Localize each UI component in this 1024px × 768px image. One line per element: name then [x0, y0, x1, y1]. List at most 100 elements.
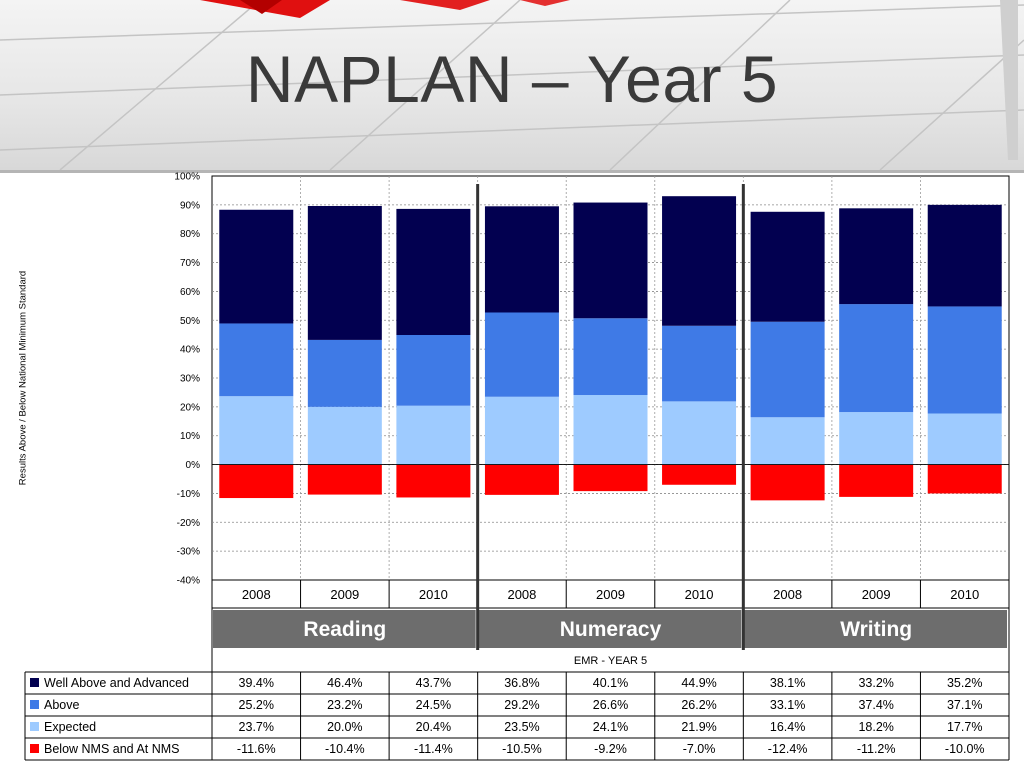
data-cell: 26.6% — [593, 698, 628, 712]
bar-segment — [484, 312, 559, 397]
y-tick-label: 80% — [180, 229, 200, 240]
bar-segment — [573, 202, 648, 319]
legend-swatch — [30, 678, 39, 687]
bar-segment — [662, 325, 737, 402]
y-tick-label: 90% — [180, 200, 200, 211]
data-cell: 35.2% — [947, 676, 982, 690]
x-tick-label: 2008 — [507, 587, 536, 602]
x-tick-label: 2010 — [419, 587, 448, 602]
data-cell: 44.9% — [681, 676, 716, 690]
x-tick-label: 2009 — [862, 587, 891, 602]
bar-segment — [396, 208, 471, 336]
data-cell: 18.2% — [858, 720, 893, 734]
bar-segment-negative — [484, 464, 559, 495]
data-cell: 16.4% — [770, 720, 805, 734]
legend-label: Above — [44, 698, 79, 712]
data-cell: -7.0% — [683, 742, 716, 756]
data-cell: -9.2% — [594, 742, 627, 756]
bar-segment-negative — [839, 464, 914, 497]
bar-segment — [927, 204, 1002, 307]
x-tick-label: 2010 — [950, 587, 979, 602]
data-cell: 23.7% — [239, 720, 274, 734]
bar-segment — [662, 401, 737, 465]
bar-segment — [307, 206, 382, 340]
bar-segment — [839, 412, 914, 465]
data-cell: 39.4% — [239, 676, 274, 690]
bar-segment-negative — [573, 464, 648, 492]
legend-swatch — [30, 722, 39, 731]
stacked-bar-chart: Results Above / Below National Minimum S… — [0, 170, 1024, 768]
bar-segment-negative — [662, 464, 737, 485]
group-band — [744, 610, 1007, 648]
data-cell: 26.2% — [681, 698, 716, 712]
data-cell: -12.4% — [768, 742, 808, 756]
data-cell: 33.2% — [858, 676, 893, 690]
x-tick-label: 2008 — [242, 587, 271, 602]
data-cell: 21.9% — [681, 720, 716, 734]
bar-segment — [396, 405, 471, 465]
page-title: NAPLAN – Year 5 — [245, 42, 779, 116]
bar-segment — [219, 209, 294, 324]
bar-segment — [307, 339, 382, 407]
y-tick-label: -20% — [177, 518, 200, 529]
data-cell: 29.2% — [504, 698, 539, 712]
data-cell: 20.4% — [416, 720, 451, 734]
bar-segment — [219, 396, 294, 465]
y-tick-label: 30% — [180, 374, 200, 385]
bar-segment — [484, 396, 559, 465]
bar-segment — [396, 335, 471, 406]
legend-swatch — [30, 700, 39, 709]
y-tick-label: 0% — [186, 460, 201, 471]
group-band — [478, 610, 742, 648]
data-cell: 46.4% — [327, 676, 362, 690]
legend-label: Well Above and Advanced — [44, 676, 189, 690]
data-cell: -11.2% — [857, 742, 896, 756]
x-tick-label: 2008 — [773, 587, 802, 602]
y-tick-label: 50% — [180, 316, 200, 327]
bar-segment — [927, 413, 1002, 465]
bar-segment-negative — [927, 464, 1002, 494]
table-title: EMR - YEAR 5 — [574, 655, 647, 667]
y-tick-label: 40% — [180, 345, 200, 356]
data-cell: 24.1% — [593, 720, 628, 734]
bar-segment — [927, 306, 1002, 414]
y-tick-label: -30% — [177, 547, 200, 558]
bar-segment — [839, 208, 914, 305]
x-tick-label: 2009 — [596, 587, 625, 602]
bar-segment — [750, 321, 825, 418]
data-cell: 38.1% — [770, 676, 805, 690]
group-band — [213, 610, 476, 648]
data-cell: 43.7% — [416, 676, 451, 690]
y-tick-label: 70% — [180, 258, 200, 269]
y-tick-label: -40% — [177, 576, 200, 587]
data-cell: 24.5% — [416, 698, 451, 712]
data-cell: 17.7% — [947, 720, 982, 734]
bar-segment — [573, 395, 648, 465]
bar-segment — [219, 323, 294, 397]
bar-segment — [750, 417, 825, 465]
data-cell: 20.0% — [327, 720, 362, 734]
group-label: Reading — [303, 618, 386, 641]
legend-label: Below NMS and At NMS — [44, 742, 179, 756]
bar-segment-negative — [750, 464, 825, 501]
bar-segment — [573, 318, 648, 396]
legend-label: Expected — [44, 720, 96, 734]
bar-segment — [307, 406, 382, 465]
data-cell: -11.6% — [237, 742, 276, 756]
data-cell: -10.5% — [502, 742, 542, 756]
x-tick-label: 2010 — [685, 587, 714, 602]
chart-canvas: 100% 90% 80% 70% 60% 50% 40% 30% 20% 10% 0% -10% -20… — [24, 172, 1010, 761]
data-cell: 23.2% — [327, 698, 362, 712]
bar-segment — [750, 211, 825, 322]
group-label: Writing — [840, 618, 912, 641]
data-cell: 25.2% — [239, 698, 274, 712]
header-decoration — [0, 0, 1024, 170]
y-tick-label: 20% — [180, 402, 200, 413]
data-cell: 37.4% — [858, 698, 893, 712]
y-tick-label: 60% — [180, 287, 200, 298]
bar-segment — [484, 206, 559, 313]
bar-segment-negative — [219, 464, 294, 499]
data-cell: 33.1% — [770, 698, 805, 712]
data-cell: -11.4% — [414, 742, 453, 756]
bar-segment-negative — [307, 464, 382, 495]
